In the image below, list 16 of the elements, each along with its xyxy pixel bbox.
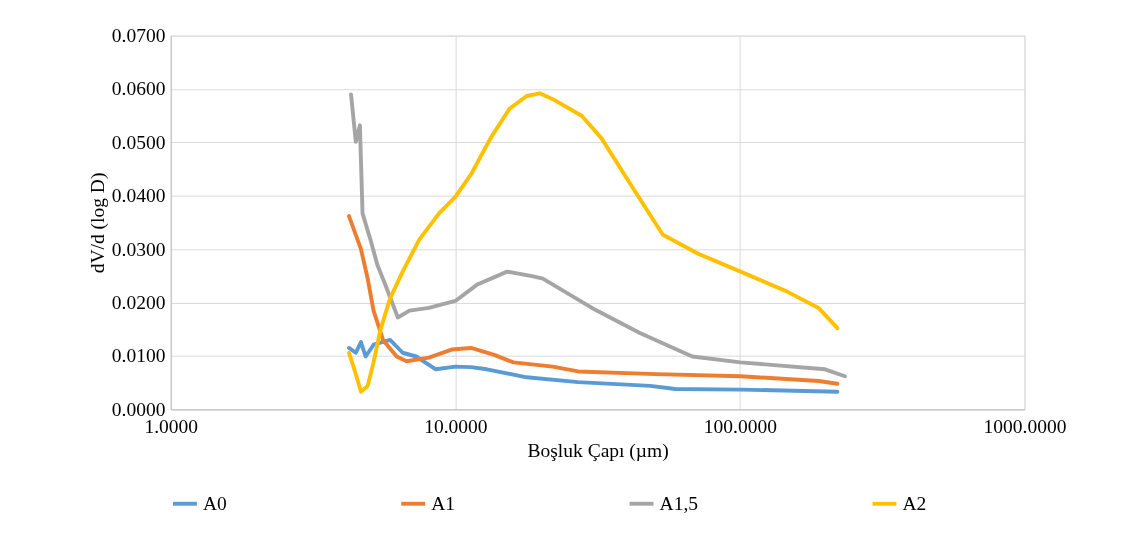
y-tick-label: 0.0400 bbox=[111, 185, 166, 207]
x-tick-label: 100.0000 bbox=[703, 416, 777, 438]
y-tick-label: 0.0200 bbox=[111, 291, 166, 313]
x-tick-label: 1000.0000 bbox=[983, 416, 1067, 438]
x-axis-title: Boşluk Çapı (µm) bbox=[527, 439, 669, 462]
y-tick-label: 0.0600 bbox=[111, 78, 166, 100]
y-tick-label: 0.0500 bbox=[111, 131, 166, 153]
legend-label: A1 bbox=[431, 492, 456, 514]
y-axis-title: dV/d (log D) bbox=[86, 172, 109, 274]
y-tick-label: 0.0100 bbox=[111, 345, 166, 367]
legend-label: A0 bbox=[202, 492, 227, 514]
legend-label: A1,5 bbox=[659, 492, 699, 514]
y-tick-label: 0.0300 bbox=[111, 238, 166, 260]
y-tick-label: 0.0700 bbox=[111, 24, 166, 46]
x-tick-label: 10.0000 bbox=[424, 416, 488, 438]
legend-label: A2 bbox=[902, 492, 927, 514]
